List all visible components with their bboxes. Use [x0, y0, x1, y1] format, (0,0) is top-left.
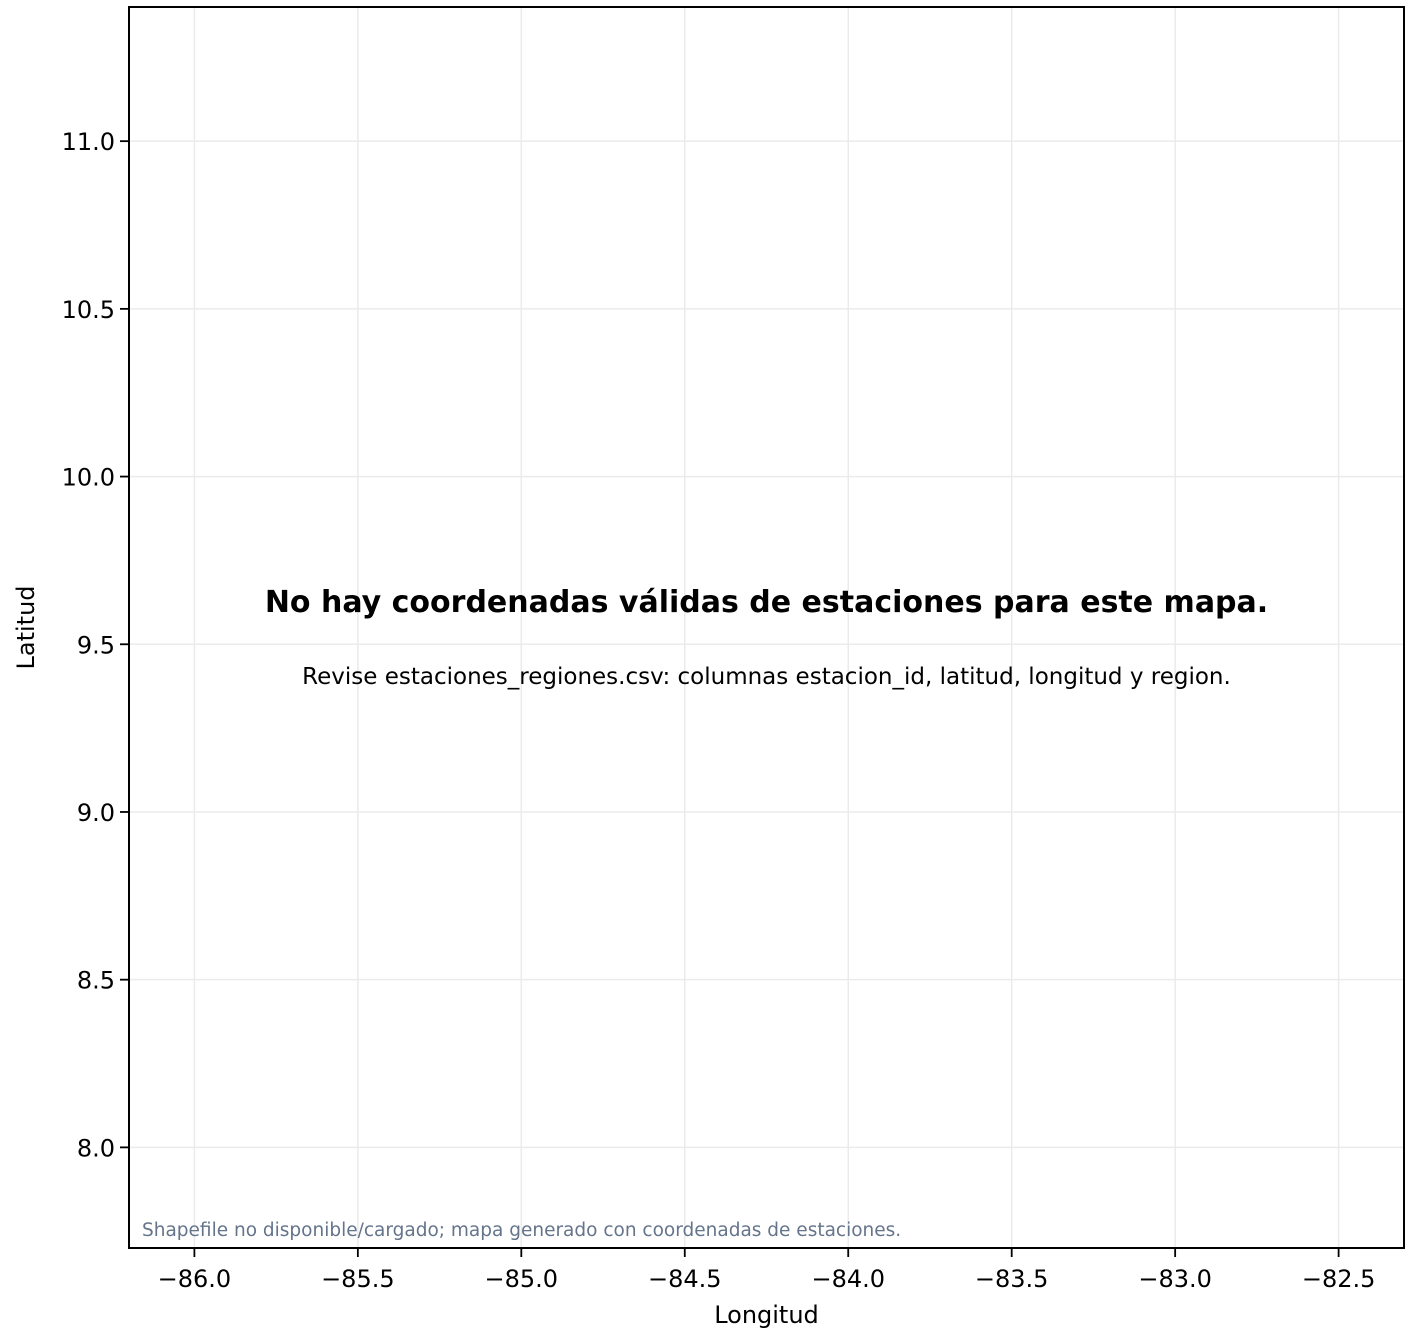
y-tick-label: 8.5: [77, 967, 115, 995]
x-tick-label: −82.5: [1302, 1265, 1376, 1293]
y-axis-label: Latitud: [12, 585, 40, 669]
x-tick-label: −85.0: [485, 1265, 559, 1293]
x-tick-label: −84.0: [811, 1265, 885, 1293]
tick-layer: −86.0 −85.5 −85.0 −84.5 −84.0 −83.5 −83.0 −82.5…: [62, 128, 1376, 1293]
x-tick-label: −83.5: [975, 1265, 1049, 1293]
x-tick-label: −84.5: [648, 1265, 722, 1293]
plot-frame: [128, 6, 1405, 1249]
y-tick-label: 8.0: [77, 1134, 115, 1162]
y-tick-label: 10.0: [62, 464, 115, 492]
x-tick-label: −85.5: [321, 1265, 395, 1293]
y-tick-label: 9.0: [77, 799, 115, 827]
y-tick-label: 11.0: [62, 128, 115, 156]
x-axis-label: Longitud: [714, 1301, 819, 1329]
no-data-message: No hay coordenadas válidas de estaciones…: [265, 585, 1268, 620]
y-tick-label: 9.5: [77, 631, 115, 659]
x-tick-label: −86.0: [158, 1265, 232, 1293]
csv-hint-text: Revise estaciones_regiones.csv: columnas…: [302, 664, 1231, 690]
y-tick-label: 10.5: [62, 296, 115, 324]
x-tick-label: −83.0: [1138, 1265, 1212, 1293]
grid-layer: [129, 7, 1404, 1248]
shapefile-footnote: Shapefile no disponible/cargado; mapa ge…: [142, 1220, 901, 1241]
